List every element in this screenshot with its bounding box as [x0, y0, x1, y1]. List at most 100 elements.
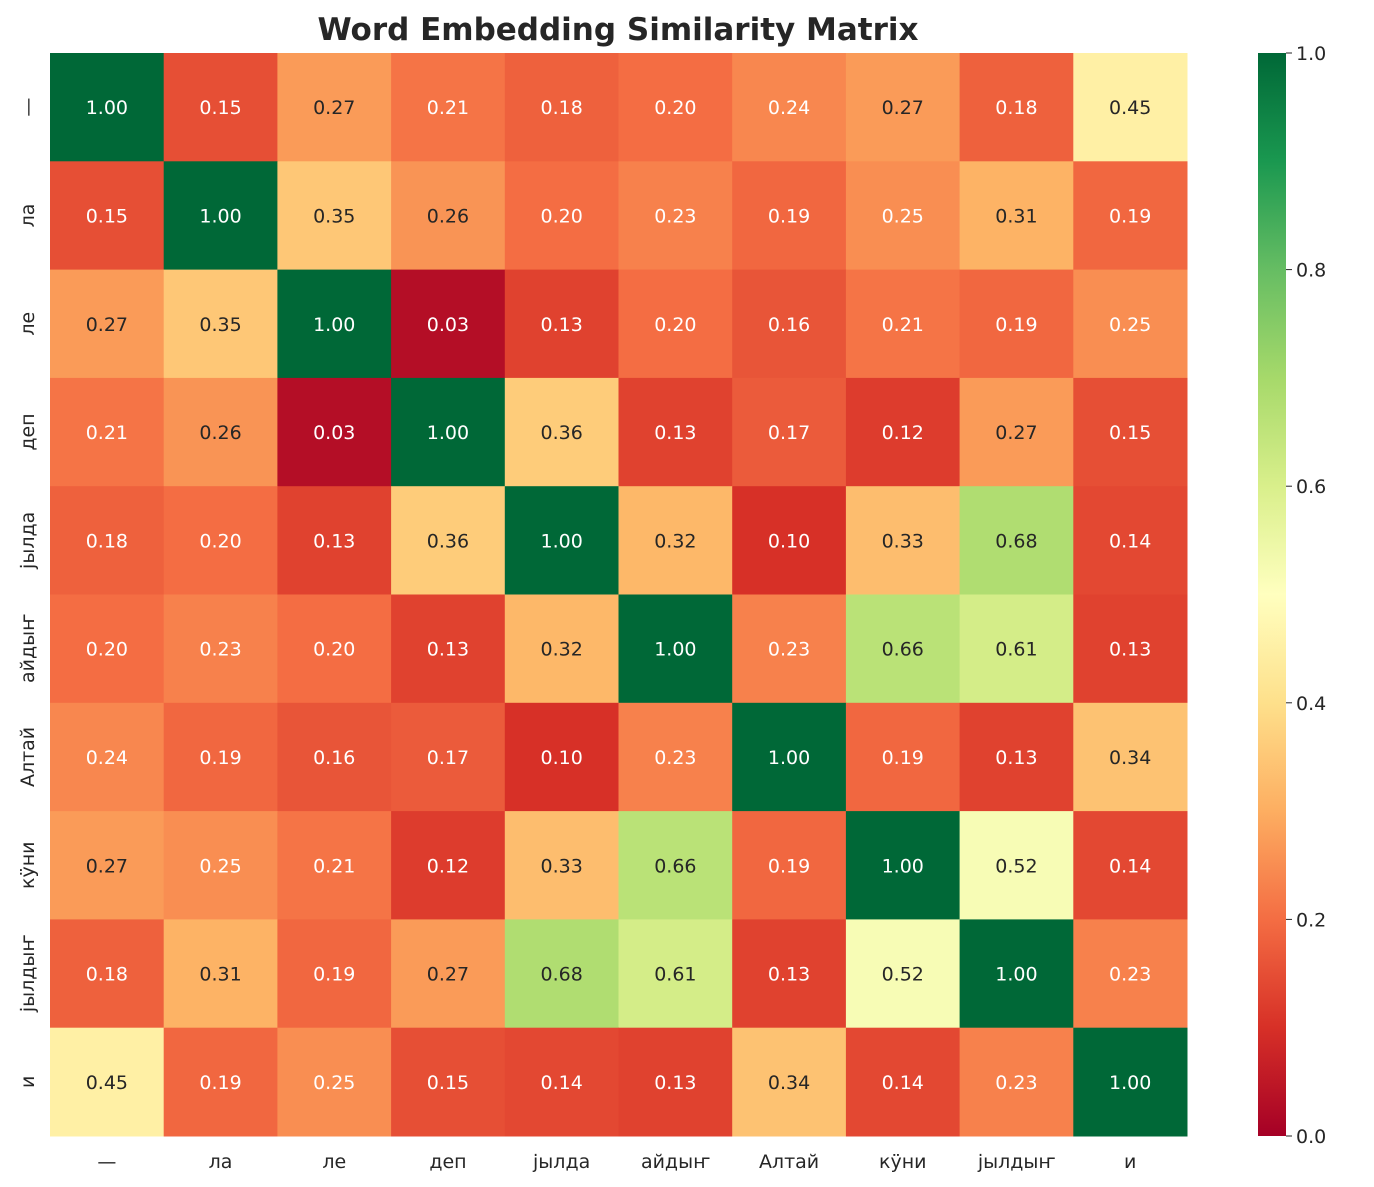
- cell-annotation: 0.36: [427, 530, 469, 552]
- cell-annotation: 0.20: [313, 639, 355, 661]
- cell-annotation: 0.25: [199, 855, 241, 877]
- heatmap-cell: [277, 919, 392, 1029]
- heatmap-cell: [277, 377, 392, 487]
- heatmap-cell: [732, 702, 847, 812]
- cell-annotation: 0.18: [86, 530, 128, 552]
- cell-annotation: 0.18: [540, 97, 582, 119]
- heatmap-cell: [50, 919, 165, 1029]
- heatmap-cell: [1073, 811, 1188, 920]
- cell-annotation: 0.25: [313, 1072, 355, 1094]
- y-tick-label: ле: [17, 312, 39, 336]
- cell-annotation: 1.00: [540, 530, 582, 552]
- cell-annotation: 0.31: [995, 205, 1037, 227]
- heatmap-cell: [50, 702, 165, 812]
- heatmap-cell: [732, 811, 847, 920]
- cell-annotation: 0.16: [313, 747, 355, 769]
- cell-annotation: 0.34: [1109, 747, 1151, 769]
- cell-annotation: 0.03: [313, 422, 355, 444]
- cell-annotation: 0.61: [654, 964, 696, 986]
- y-tick-label: јылдыҥ: [17, 935, 39, 1014]
- y-tick-label: кӱни: [17, 842, 39, 890]
- heatmap-cell: [618, 377, 733, 487]
- cell-annotation: 0.19: [199, 747, 241, 769]
- cell-annotation: 0.66: [882, 639, 924, 661]
- heatmap-cell: [50, 53, 165, 162]
- heatmap-cell: [732, 377, 847, 487]
- cell-annotation: 0.61: [995, 639, 1037, 661]
- heatmap-cell: [391, 919, 506, 1029]
- cell-annotation: 0.32: [654, 530, 696, 552]
- colorbar: [1258, 53, 1286, 1136]
- cell-annotation: 0.33: [882, 530, 924, 552]
- cell-annotation: 0.12: [882, 422, 924, 444]
- heatmap-cell: [504, 486, 619, 595]
- heatmap-cell: [391, 269, 506, 379]
- cell-annotation: 0.15: [427, 1072, 469, 1094]
- heatmap-cell: [504, 811, 619, 920]
- cell-annotation: 0.19: [768, 205, 810, 227]
- y-tick-label: айдыҥ: [17, 614, 39, 683]
- colorbar-tick-label: 1.0: [1296, 43, 1326, 65]
- y-tick-label: Алтай: [17, 727, 39, 787]
- cell-annotation: 0.23: [654, 747, 696, 769]
- heatmap-cell: [50, 1027, 165, 1137]
- x-tick-label: деп: [429, 1151, 466, 1173]
- x-tick-label: и: [1124, 1151, 1136, 1173]
- heatmap-cell: [732, 269, 847, 379]
- cell-annotation: 0.19: [199, 1072, 241, 1094]
- cell-annotation: 0.15: [1109, 422, 1151, 444]
- heatmap-cell: [277, 811, 392, 920]
- heatmap-cell: [277, 702, 392, 812]
- cell-annotation: 0.17: [768, 422, 810, 444]
- cell-annotation: 0.26: [427, 205, 469, 227]
- cell-annotation: 0.27: [882, 97, 924, 119]
- cell-annotation: 1.00: [995, 964, 1037, 986]
- heatmap-cell: [50, 811, 165, 920]
- heatmap-cell: [845, 53, 961, 162]
- heatmap-cell: [391, 811, 506, 920]
- cell-annotation: 1.00: [313, 314, 355, 336]
- cell-annotation: 1.00: [199, 205, 241, 227]
- y-tick-label: ла: [17, 204, 39, 228]
- heatmap-cell: [959, 594, 1074, 704]
- heatmap-cell: [845, 702, 961, 812]
- cell-annotation: 0.21: [882, 314, 924, 336]
- heatmap-cell: [277, 486, 392, 595]
- chart-title: Word Embedding Similarity Matrix: [317, 12, 918, 48]
- heatmap-cell: [163, 1027, 278, 1137]
- cell-annotation: 0.23: [768, 639, 810, 661]
- cell-annotation: 0.23: [199, 639, 241, 661]
- cell-annotation: 0.20: [654, 314, 696, 336]
- x-tick-label: јылда: [532, 1151, 590, 1173]
- cell-annotation: 0.20: [199, 530, 241, 552]
- heatmap-cell: [1073, 377, 1188, 487]
- colorbar-tick-label: 0.8: [1296, 260, 1326, 282]
- heatmap-cell: [732, 1027, 847, 1137]
- heatmap-cell: [959, 702, 1074, 812]
- heatmap-cell: [959, 1027, 1074, 1137]
- heatmap-cell: [1073, 594, 1188, 704]
- cell-annotation: 0.14: [1109, 530, 1151, 552]
- heatmap-cell: [1073, 486, 1188, 595]
- heatmap-cell: [732, 919, 847, 1029]
- cell-annotation: 0.14: [540, 1072, 582, 1094]
- cell-annotation: 0.45: [86, 1072, 128, 1094]
- heatmap-cell: [618, 811, 733, 920]
- cell-annotation: 0.13: [313, 530, 355, 552]
- cell-annotation: 0.17: [427, 747, 469, 769]
- y-tick-label: и: [17, 1076, 39, 1088]
- heatmap-cell: [618, 594, 733, 704]
- colorbar-tick-label: 0.0: [1296, 1126, 1326, 1148]
- heatmap-cell: [959, 377, 1074, 487]
- heatmap-cell: [504, 919, 619, 1029]
- cell-annotation: 0.19: [995, 314, 1037, 336]
- heatmap-cell: [618, 269, 733, 379]
- cell-annotation: 0.34: [768, 1072, 810, 1094]
- heatmap-cell: [845, 161, 961, 271]
- heatmap-cell: [163, 486, 278, 595]
- heatmap-cell: [959, 919, 1074, 1029]
- heatmap-cell: [959, 53, 1074, 162]
- cell-annotation: 0.21: [86, 422, 128, 444]
- heatmap-cell: [1073, 919, 1188, 1029]
- cell-annotation: 0.45: [1109, 97, 1151, 119]
